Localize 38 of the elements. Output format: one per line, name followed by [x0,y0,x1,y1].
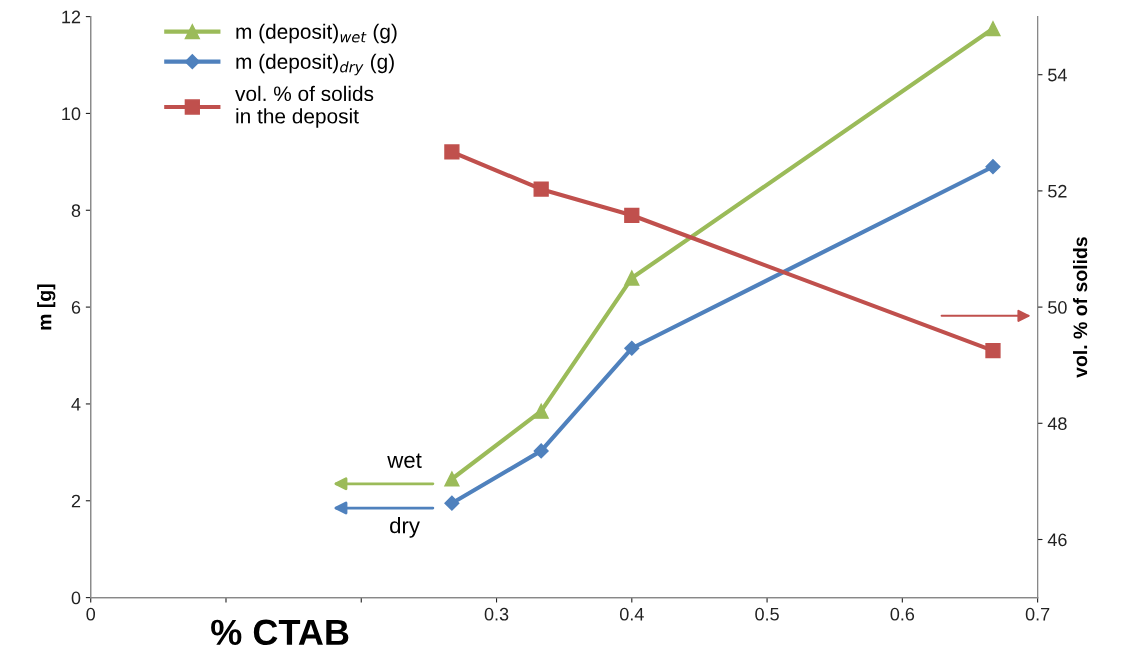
y-axis-title: m [g] [37,284,56,330]
y2-tick-label: 46 [1047,533,1067,547]
y-tick-label: 6 [71,301,81,314]
point [624,270,640,286]
point [533,181,549,197]
x-axis-title: % CTAB [211,619,349,646]
x-tick-label: 0.3 [484,607,509,621]
y2-tick-label: 54 [1048,68,1067,82]
y-tick-label: 8 [71,204,81,217]
point [985,21,1001,37]
annotation: dry [390,517,420,538]
y2-axis-title: vol. % of solids [1072,237,1088,378]
point [444,471,460,487]
annotation: wet [387,453,422,468]
point [985,343,1001,359]
y-tick-label: 2 [71,494,81,508]
x-tick-label: 0.6 [890,607,915,621]
point [444,495,460,511]
point [624,207,640,223]
point [444,144,460,160]
y2-tick-label: 52 [1048,184,1067,198]
point [533,403,549,419]
legend-label: m (deposit)$_{dry}$ (g) [236,53,394,76]
point [533,443,549,459]
y-tick-label: 4 [71,398,81,411]
x-tick-label: 0.4 [619,607,644,621]
y-tick-label: 12 [62,10,81,24]
y2-tick-label: 48 [1047,417,1067,431]
legend-label: m (deposit)$_{wet}$ (g) [236,23,397,44]
point [985,159,1001,175]
x-tick-label: 0.5 [755,607,779,621]
x-tick-label: 0 [86,607,96,621]
y-tick-label: 0 [71,591,81,605]
x-tick-label: 0.7 [1025,607,1050,621]
y2-tick-label: 50 [1048,301,1067,314]
y-tick-label: 10 [62,107,81,121]
legend-label: vol. % of solids in the deposit [235,85,374,128]
point [624,340,640,356]
